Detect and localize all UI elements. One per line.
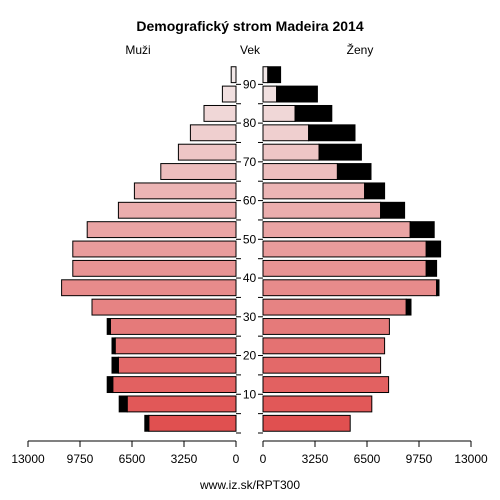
female-bar-45-49	[262, 240, 427, 258]
x-axis-female: 0 3250 6500 9750 13000	[260, 440, 488, 466]
male-bar-15-19	[117, 356, 237, 374]
female-bars	[262, 66, 442, 432]
female-label: Ženy	[347, 42, 374, 57]
male-bar-35-39	[61, 279, 237, 297]
male-bar-50-54	[86, 221, 237, 239]
x-tick-label-male: 13000	[11, 452, 45, 466]
male-surplus-bar-15-19	[111, 356, 119, 374]
female-bar-15-19	[262, 356, 382, 374]
female-bar-80-84	[262, 104, 296, 122]
age-tick-label: 10	[243, 387, 257, 401]
x-tick-label-male: 0	[233, 452, 240, 466]
x-tick-label-female: 6500	[354, 452, 381, 466]
age-label: Vek	[240, 43, 261, 57]
male-bars	[61, 66, 237, 432]
female-bar-0-4	[262, 414, 351, 432]
female-bar-85-89	[262, 85, 278, 103]
female-surplus-bar-70-74	[318, 143, 362, 161]
female-surplus-bar-85-89	[276, 85, 318, 103]
chart-title: Demografický strom Madeira 2014	[136, 18, 363, 34]
age-tick-label: 20	[243, 349, 257, 363]
male-bar-85-89	[221, 85, 237, 103]
male-surplus-bar-10-14	[106, 376, 114, 394]
x-axis-male: 13000 9750 6500 3250 0	[11, 440, 240, 466]
age-tick-label: 30	[243, 310, 257, 324]
male-bar-60-64	[133, 182, 237, 200]
source-label: www.iz.sk/RPT300	[199, 478, 300, 492]
x-tick-label-male: 6500	[119, 452, 146, 466]
female-bar-40-44	[262, 259, 427, 277]
male-surplus-bar-20-24	[111, 337, 116, 355]
x-tick-label-female: 9750	[406, 452, 433, 466]
female-bar-25-29	[262, 318, 390, 335]
male-surplus-bar-5-9	[118, 395, 128, 413]
female-surplus-bar-80-84	[294, 104, 333, 122]
male-surplus-bar-25-29	[106, 318, 111, 335]
male-bar-80-84	[203, 104, 237, 122]
male-label: Muži	[125, 43, 150, 57]
female-bar-55-59	[262, 201, 382, 219]
age-tick-label: 90	[243, 77, 257, 91]
female-surplus-bar-40-44	[425, 259, 438, 277]
female-bar-5-9	[262, 395, 373, 413]
age-tick-label: 40	[243, 271, 257, 285]
female-bar-65-69	[262, 163, 338, 180]
female-surplus-bar-90+	[267, 66, 282, 84]
age-tick-label: 50	[243, 232, 257, 246]
female-surplus-bar-65-69	[336, 163, 372, 180]
male-bar-90+	[230, 66, 237, 84]
age-tick-label: 60	[243, 194, 257, 208]
male-bar-20-24	[114, 337, 237, 355]
female-bar-50-54	[262, 221, 411, 239]
male-bar-75-79	[189, 124, 237, 142]
female-bar-35-39	[262, 279, 438, 297]
male-surplus-bar-0-4	[144, 414, 150, 432]
male-bar-5-9	[126, 395, 237, 413]
male-bar-65-69	[160, 163, 237, 180]
age-tick-label: 80	[243, 116, 257, 130]
female-surplus-bar-60-64	[364, 182, 386, 200]
x-tick-label-male: 9750	[67, 452, 94, 466]
female-surplus-bar-50-54	[409, 221, 435, 239]
male-bar-55-59	[117, 201, 237, 219]
male-bar-25-29	[109, 318, 237, 335]
female-bar-75-79	[262, 124, 310, 142]
female-bar-10-14	[262, 376, 390, 394]
x-tick-label-female: 3250	[302, 452, 329, 466]
x-tick-label-female: 13000	[454, 452, 488, 466]
male-bar-0-4	[148, 414, 237, 432]
age-tick-label: 70	[243, 155, 257, 169]
age-axis: 10 20 30 40 50 60 70 80 90	[236, 77, 263, 434]
female-surplus-bar-35-39	[436, 279, 440, 297]
male-bar-70-74	[177, 143, 237, 161]
female-bar-90+	[262, 66, 269, 84]
male-bar-40-44	[72, 259, 237, 277]
female-surplus-bar-75-79	[308, 124, 356, 142]
male-bar-45-49	[72, 240, 237, 258]
female-surplus-bar-45-49	[425, 240, 442, 258]
female-surplus-bar-30-34	[405, 298, 412, 316]
male-bar-30-34	[91, 298, 237, 316]
female-bar-70-74	[262, 143, 320, 161]
female-bar-30-34	[262, 298, 407, 316]
male-bar-10-14	[112, 376, 237, 394]
female-bar-60-64	[262, 182, 366, 200]
x-tick-label-female: 0	[260, 452, 267, 466]
female-bar-20-24	[262, 337, 386, 355]
x-tick-label-male: 3250	[171, 452, 198, 466]
female-surplus-bar-55-59	[380, 201, 406, 219]
